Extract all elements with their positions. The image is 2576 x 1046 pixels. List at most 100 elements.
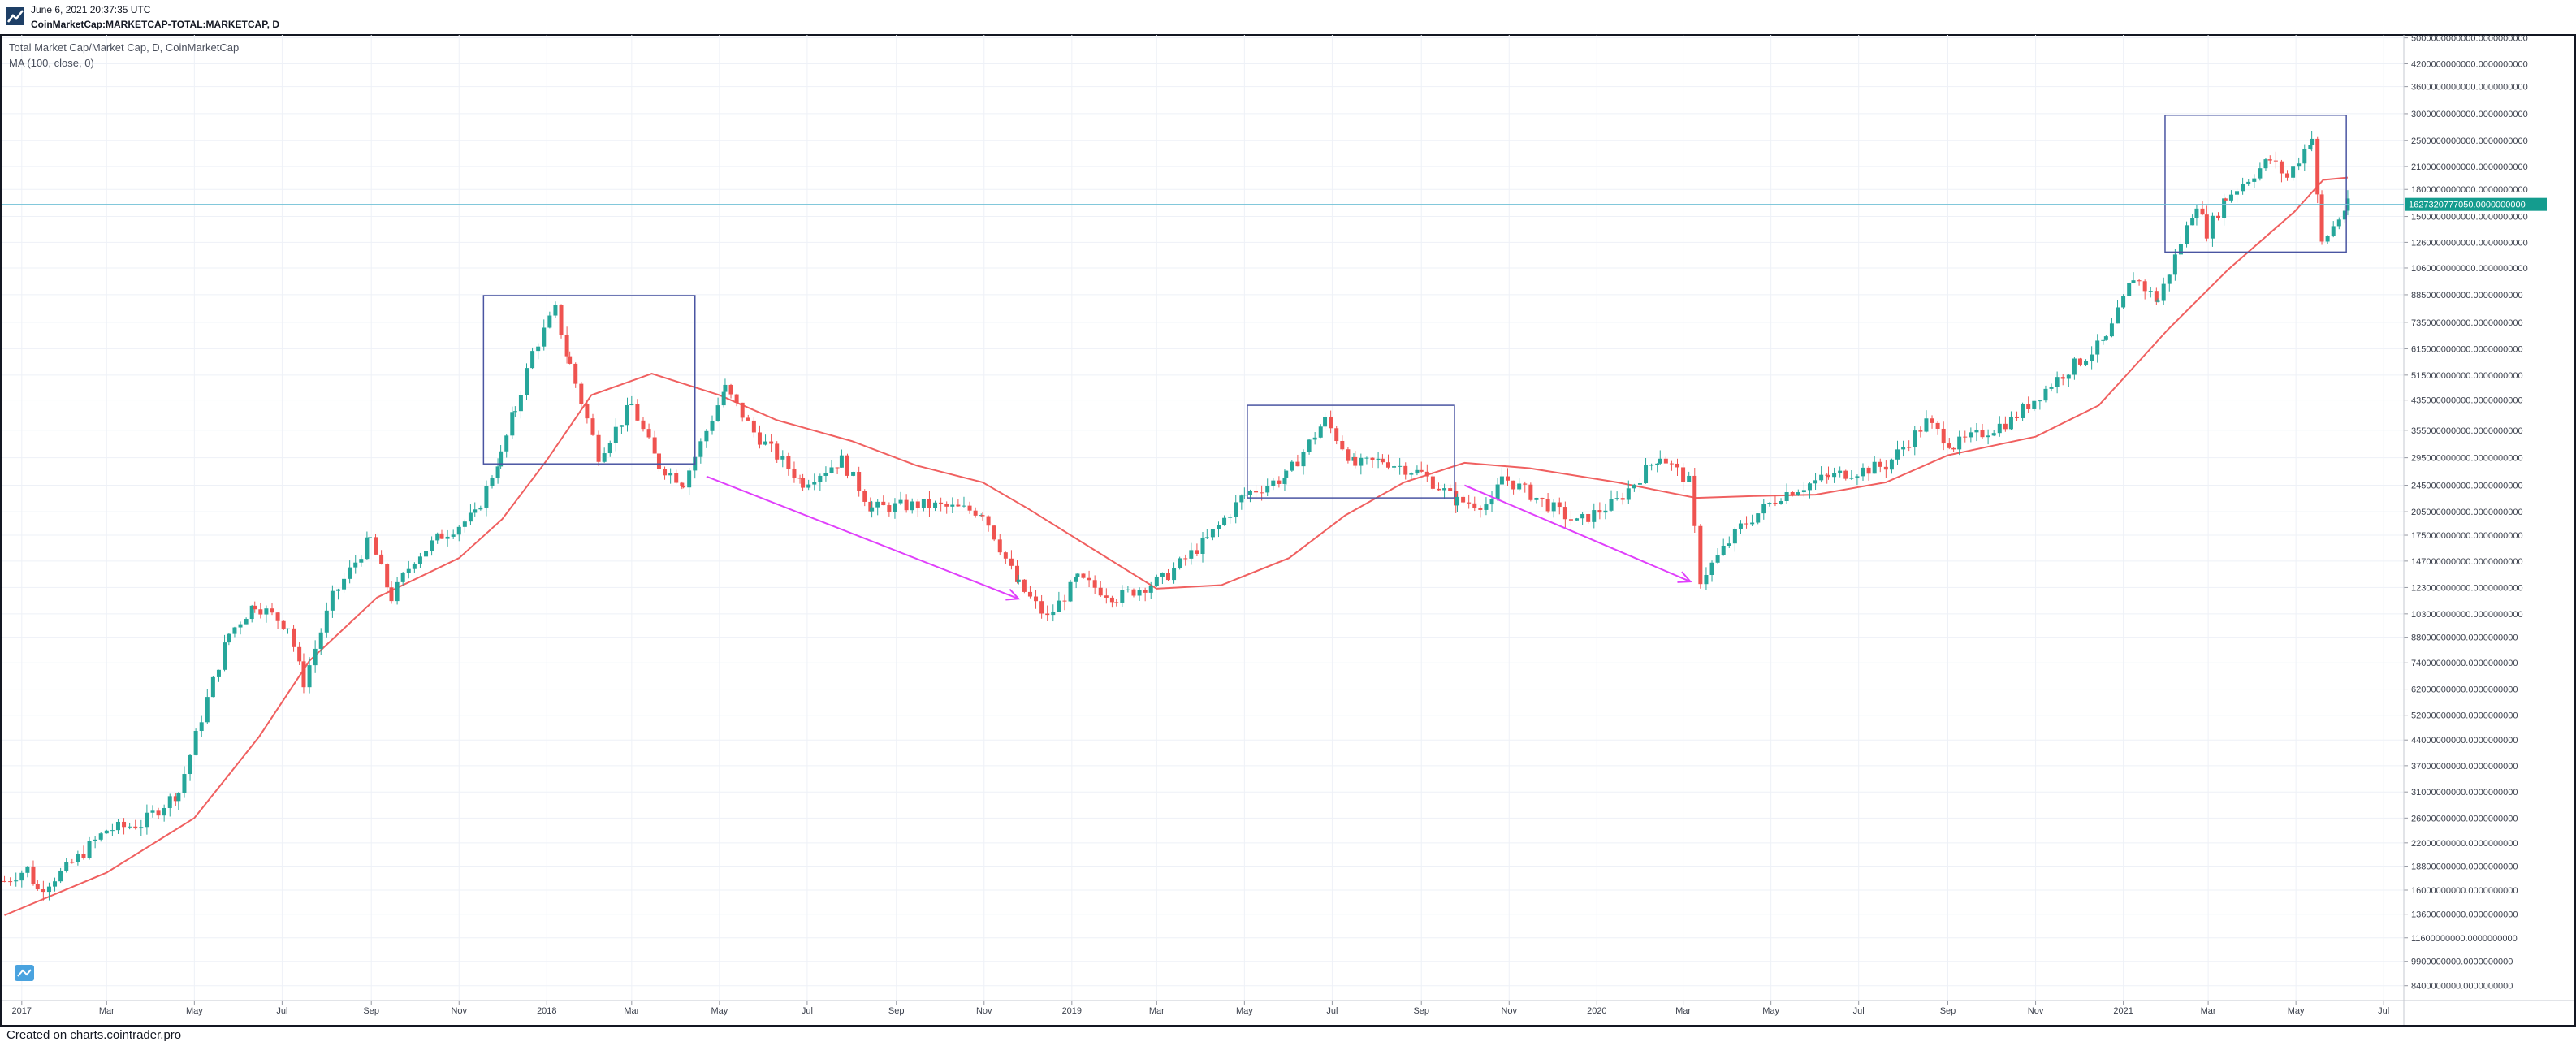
candle-body <box>1189 550 1194 559</box>
candle-body <box>439 533 444 539</box>
candle-body <box>2116 307 2120 324</box>
candle-body <box>1081 573 1086 578</box>
candle-body <box>1704 575 1709 585</box>
candle-body <box>1455 496 1460 506</box>
candle-body <box>1204 537 1209 538</box>
candle-body <box>1359 457 1364 466</box>
candle-body <box>1935 422 1940 429</box>
candle-body <box>806 484 811 488</box>
candle-body <box>2038 400 2042 402</box>
candle-body <box>19 872 24 881</box>
candle-body <box>1075 573 1080 577</box>
candle-body <box>1472 503 1477 508</box>
candle-body <box>264 608 269 615</box>
candle-body <box>1889 459 1894 470</box>
candle-body <box>2228 194 2233 201</box>
candle-body <box>2032 400 2037 409</box>
candle-body <box>1819 474 1824 481</box>
candle-body <box>2279 161 2284 174</box>
candle-body <box>1419 469 1424 472</box>
candle-body <box>564 335 569 357</box>
candle-body <box>1143 590 1148 593</box>
candle-body <box>668 473 673 476</box>
x-tick-label: 2020 <box>1587 1006 1606 1016</box>
candle-body <box>406 568 411 574</box>
candle-body <box>150 810 155 813</box>
candle-body <box>445 536 450 539</box>
candle-body <box>1301 452 1306 467</box>
candle-body <box>253 605 257 610</box>
candle-body <box>1430 476 1435 489</box>
candle-body <box>1461 496 1466 503</box>
candle-body <box>1178 558 1182 568</box>
candle-body <box>2190 218 2195 226</box>
x-tick-label: Sep <box>888 1006 905 1016</box>
candle-body <box>318 632 323 649</box>
candle-body <box>1160 573 1165 577</box>
candle-body <box>41 889 45 893</box>
candle-body <box>757 432 762 445</box>
candle-body <box>1907 447 1912 448</box>
candle-body <box>1436 488 1441 491</box>
y-tick-label: 147000000000.0000000000 <box>2411 557 2523 567</box>
candle-body <box>1403 465 1408 475</box>
candle-body <box>2285 173 2290 178</box>
y-tick-label: 735000000000.0000000000 <box>2411 318 2523 328</box>
candle-body <box>933 502 938 508</box>
candle-body <box>1114 602 1119 603</box>
candle-body <box>412 563 417 569</box>
candle-body <box>1750 522 1755 525</box>
candle-body <box>2200 208 2205 215</box>
candle-body <box>2336 219 2341 227</box>
candle-body <box>1872 461 1877 474</box>
chart-frame <box>0 34 2576 1027</box>
candle-body <box>81 854 86 858</box>
candle-body <box>1282 477 1287 484</box>
candle-body <box>710 421 715 431</box>
candle-body <box>986 516 991 526</box>
candle-body <box>1051 612 1056 616</box>
candle-body <box>25 866 30 873</box>
y-tick-label: 5000000000000.0000000000 <box>2411 34 2528 44</box>
candle-body <box>249 605 254 620</box>
candle-body <box>1239 495 1244 503</box>
candle-body <box>2342 210 2347 220</box>
candle-body <box>2273 160 2278 162</box>
candle-body <box>104 830 109 834</box>
y-tick-label: 205000000000.0000000000 <box>2411 508 2523 517</box>
candle-body <box>2021 404 2025 418</box>
x-tick-label: Mar <box>2201 1006 2216 1016</box>
candle-body <box>2308 145 2313 149</box>
candle-body <box>1974 430 1979 433</box>
candle-body <box>1832 473 1837 478</box>
candle-body <box>353 562 358 568</box>
candle-body <box>1930 418 1934 423</box>
candle-body <box>110 830 115 832</box>
candle-body <box>1495 484 1500 499</box>
candle-body <box>1528 484 1533 500</box>
candle-body <box>1098 587 1103 596</box>
candle-body <box>607 443 612 454</box>
candle-body <box>1295 461 1300 467</box>
y-tick-label: 37000000000.0000000000 <box>2411 762 2518 772</box>
candle-body <box>1087 577 1091 581</box>
candle-body <box>1580 513 1585 519</box>
candle-body <box>625 404 629 426</box>
candle-body <box>1796 492 1800 496</box>
candle-body <box>297 646 302 662</box>
y-tick-label: 1500000000000.0000000000 <box>2411 213 2528 223</box>
candle-body <box>2121 296 2126 308</box>
candle-body <box>1415 469 1420 474</box>
candle-body <box>851 472 856 476</box>
candle-body <box>2252 178 2257 182</box>
cloud-chart-glyph-icon <box>17 969 32 977</box>
candle-body <box>1813 480 1818 484</box>
candle-body <box>962 505 966 507</box>
candle-body <box>829 467 834 473</box>
candle-body <box>2072 358 2077 375</box>
y-tick-label: 2500000000000.0000000000 <box>2411 136 2528 146</box>
x-tick-label: Nov <box>1501 1006 1517 1016</box>
candle-body <box>292 628 296 647</box>
candle-body <box>238 624 243 628</box>
